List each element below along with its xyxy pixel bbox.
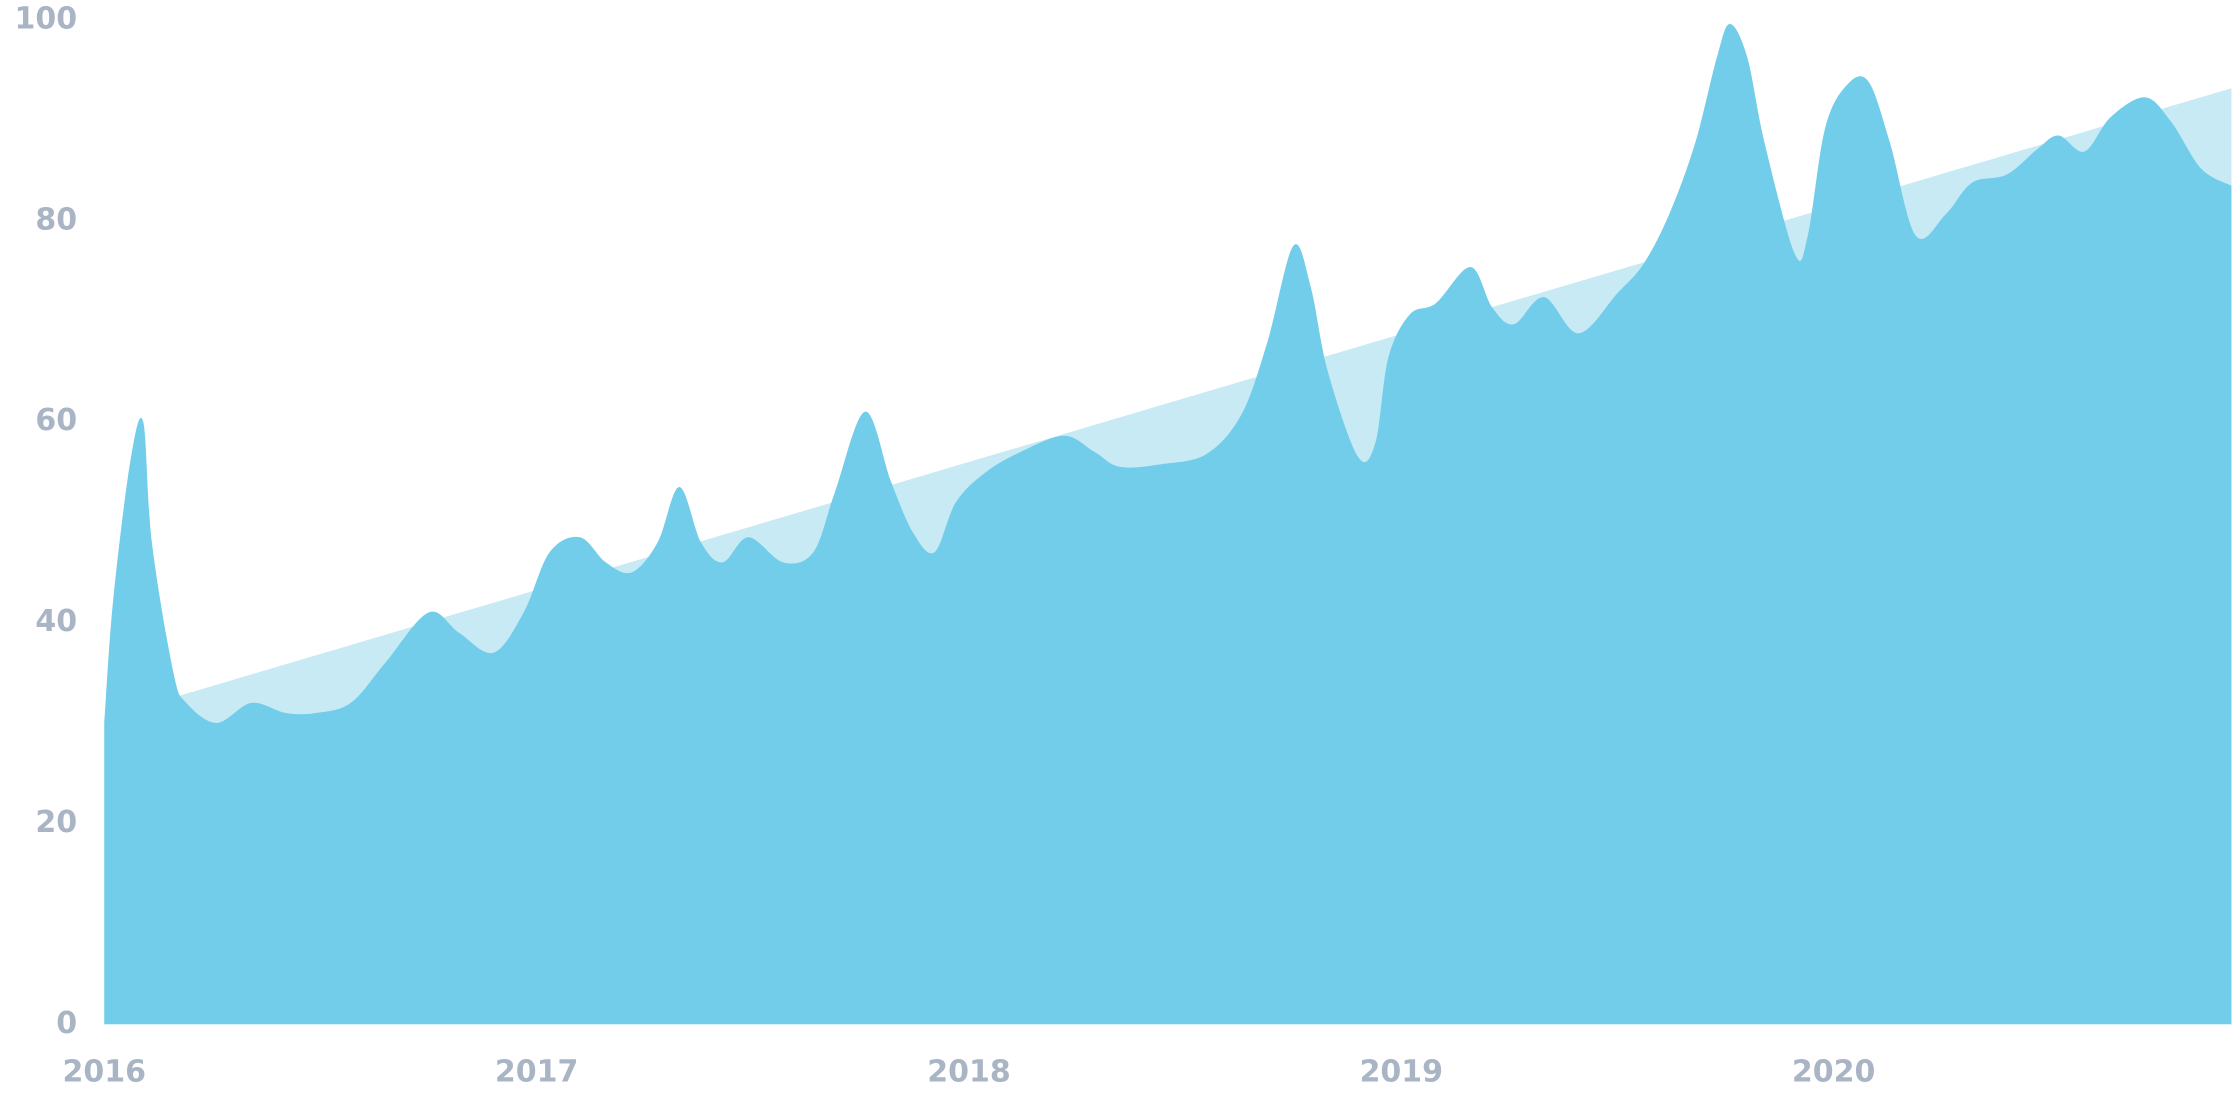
y-tick-label: 40 (35, 604, 77, 639)
x-tick-label: 2020 (1792, 1054, 1875, 1089)
y-tick-label: 60 (35, 403, 77, 438)
x-tick-label: 2018 (927, 1054, 1011, 1089)
area (104, 24, 2232, 1025)
y-tick-label: 0 (56, 1006, 77, 1041)
x-tick-label: 2019 (1360, 1054, 1444, 1089)
x-tick-label: 2016 (63, 1054, 147, 1089)
y-tick-label: 100 (15, 1, 78, 36)
y-tick-label: 80 (35, 202, 77, 237)
y-tick-label: 20 (35, 805, 77, 840)
x-tick-label: 2017 (495, 1054, 579, 1089)
